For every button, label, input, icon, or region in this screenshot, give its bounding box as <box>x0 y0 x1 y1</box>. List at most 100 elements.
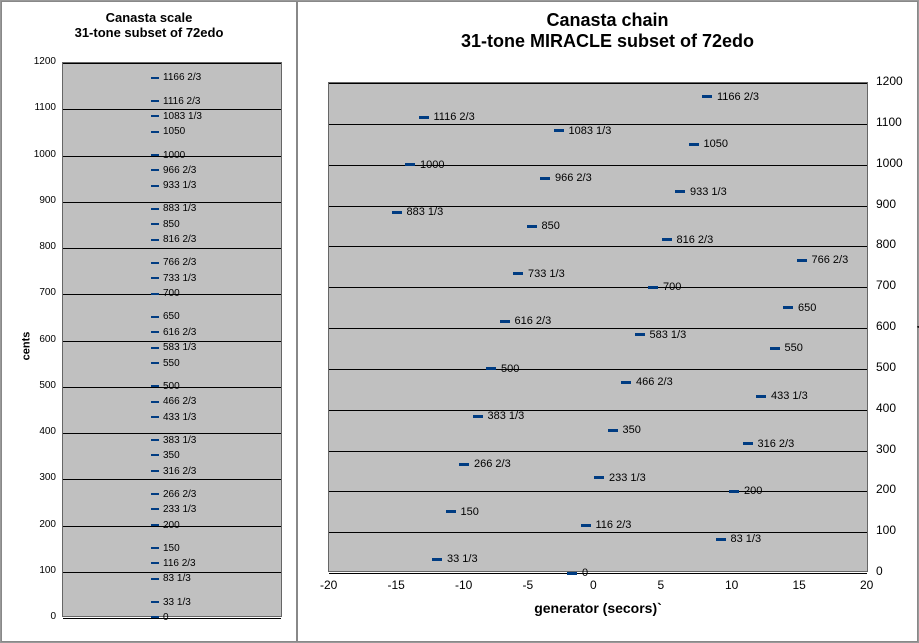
data-point: 466 2/3 <box>621 376 673 388</box>
gridline <box>329 369 867 370</box>
point-label: 33 1/3 <box>163 597 191 608</box>
data-point: 466 2/3 <box>151 396 196 407</box>
marker-icon <box>581 524 591 527</box>
point-label: 1083 1/3 <box>569 125 612 137</box>
marker-icon <box>392 211 402 214</box>
data-point: 316 2/3 <box>151 466 196 477</box>
marker-icon <box>770 347 780 350</box>
gridline <box>329 83 867 84</box>
marker-icon <box>635 333 645 336</box>
point-label: 816 2/3 <box>163 234 196 245</box>
point-label: 266 2/3 <box>163 489 196 500</box>
data-point: 850 <box>151 219 180 230</box>
ytick-label: 900 <box>39 195 56 206</box>
gridline <box>329 532 867 533</box>
point-label: 766 2/3 <box>163 257 196 268</box>
point-label: 466 2/3 <box>163 396 196 407</box>
point-label: 500 <box>163 381 180 392</box>
ytick-label: 1200 <box>34 56 56 67</box>
point-label: 500 <box>501 363 519 375</box>
point-label: 1116 2/3 <box>163 96 200 107</box>
point-label: 1083 1/3 <box>163 111 202 122</box>
gridline <box>329 287 867 288</box>
marker-icon <box>486 367 496 370</box>
data-point: 583 1/3 <box>151 342 196 353</box>
marker-icon <box>594 476 604 479</box>
marker-icon <box>621 381 631 384</box>
marker-icon <box>151 562 159 564</box>
ytick-label: 1100 <box>34 102 56 113</box>
ytick-label: 800 <box>876 237 896 251</box>
ytick-label: 1200 <box>876 74 903 88</box>
left-panel: Canasta scale 31-tone subset of 72edo 11… <box>1 1 297 642</box>
gridline <box>329 451 867 452</box>
data-point: 0 <box>151 612 169 623</box>
marker-icon <box>689 143 699 146</box>
marker-icon <box>608 429 618 432</box>
marker-icon <box>459 463 469 466</box>
data-point: 233 1/3 <box>151 504 196 515</box>
marker-icon <box>662 238 672 241</box>
marker-icon <box>567 572 577 575</box>
data-point: 83 1/3 <box>716 533 762 545</box>
gridline <box>63 479 281 480</box>
data-point: 1166 2/3 <box>702 91 759 103</box>
right-title-2: 31-tone MIRACLE subset of 72edo <box>298 31 917 52</box>
marker-icon <box>151 77 159 79</box>
ytick-label: 500 <box>876 360 896 374</box>
point-label: 883 1/3 <box>163 203 196 214</box>
point-label: 650 <box>163 311 180 322</box>
marker-icon <box>151 401 159 403</box>
point-label: 116 2/3 <box>596 519 632 531</box>
ytick-label: 700 <box>39 287 56 298</box>
data-point: 966 2/3 <box>151 165 196 176</box>
marker-icon <box>702 95 712 98</box>
marker-icon <box>151 470 159 472</box>
data-point: 1050 <box>689 138 728 150</box>
point-label: 116 2/3 <box>163 558 196 569</box>
data-point: 233 1/3 <box>594 472 646 484</box>
point-label: 966 2/3 <box>163 165 196 176</box>
data-point: 733 1/3 <box>151 273 196 284</box>
point-label: 350 <box>163 450 180 461</box>
point-label: 616 2/3 <box>163 327 196 338</box>
point-label: 233 1/3 <box>609 472 646 484</box>
xtick-label: -5 <box>523 578 534 592</box>
data-point: 766 2/3 <box>797 254 849 266</box>
point-label: 266 2/3 <box>474 458 511 470</box>
point-label: 850 <box>542 220 560 232</box>
ytick-label: 400 <box>39 426 56 437</box>
point-label: 0 <box>163 612 169 623</box>
marker-icon <box>151 131 159 133</box>
point-label: 933 1/3 <box>163 180 196 191</box>
data-point: 883 1/3 <box>392 206 444 218</box>
point-label: 1116 2/3 <box>434 111 475 123</box>
point-label: 433 1/3 <box>163 412 196 423</box>
data-point: 0 <box>567 567 588 579</box>
data-point: 433 1/3 <box>151 412 196 423</box>
data-point: 500 <box>151 381 180 392</box>
point-label: 0 <box>582 567 588 579</box>
marker-icon <box>151 169 159 171</box>
ytick-label: 0 <box>50 611 56 622</box>
data-point: 150 <box>151 543 180 554</box>
gridline <box>329 573 867 574</box>
xtick-label: 0 <box>590 578 597 592</box>
point-label: 316 2/3 <box>163 466 196 477</box>
ytick-label: 800 <box>39 241 56 252</box>
point-label: 933 1/3 <box>690 186 727 198</box>
data-point: 1050 <box>151 126 185 137</box>
data-point: 1116 2/3 <box>151 96 200 107</box>
data-point: 350 <box>151 450 180 461</box>
point-label: 200 <box>744 485 762 497</box>
point-label: 83 1/3 <box>163 573 191 584</box>
right-panel: Canasta chain 31-tone MIRACLE subset of … <box>297 1 918 642</box>
gridline <box>329 491 867 492</box>
marker-icon <box>716 538 726 541</box>
point-label: 966 2/3 <box>555 172 592 184</box>
ytick-label: 700 <box>876 278 896 292</box>
xtick-label: -10 <box>455 578 472 592</box>
data-point: 816 2/3 <box>151 234 196 245</box>
point-label: 233 1/3 <box>163 504 196 515</box>
marker-icon <box>151 223 159 225</box>
